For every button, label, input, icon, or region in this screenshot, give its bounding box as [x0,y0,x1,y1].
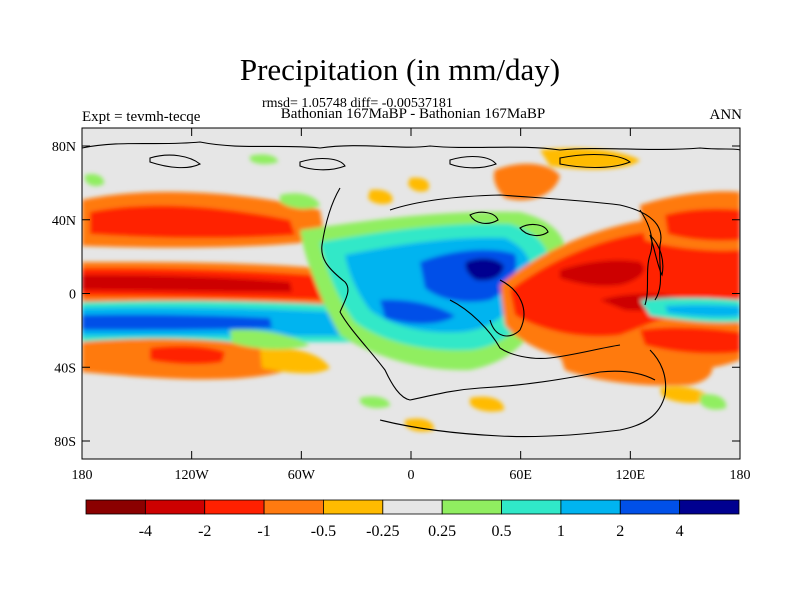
orange-patch-south [405,418,435,432]
green-patch-arctic [250,154,278,165]
y-tick-label: 80N [52,140,76,155]
x-tick-label: 60W [288,468,316,483]
colorbar-label: -1 [257,523,270,540]
plot-title: Precipitation (in mm/day) [239,52,561,87]
colorbar-swatch [263,499,324,515]
experiment-label: Expt = tevmh-tecqe [82,109,201,125]
darkred-band-equator [82,275,292,292]
colorbar-label: -0.25 [366,523,399,540]
tethys-south-coast [449,299,621,359]
deepblue-band-pacific [82,314,272,330]
y-tick-label: 80S [54,435,76,450]
tethys-islands [519,223,549,237]
x-tick-label: 60E [509,468,532,483]
colorbar-swatch [204,499,265,515]
red-northeast [665,208,740,241]
arctic-islands-4 [559,154,632,168]
tethys-islands-2 [469,211,499,224]
orange-patch-south-atlantic [470,396,505,412]
colorbar: -4 -2 -1 -0.5 -0.25 0.25 0.5 1 2 4 [85,499,740,540]
stats-line: rmsd= 1.05748 diff= -0.00537181 [262,96,453,111]
orange-patch-south-east [660,386,712,404]
colorbar-swatch [560,499,621,515]
colorbar-label: 0.5 [492,523,512,540]
x-tick-label: 180 [730,468,751,483]
x-axis-ticks: 180 120W 60W 0 60E 120E 180 [72,128,751,483]
colorbar-label: -0.5 [311,523,336,540]
colorbar-swatch [382,499,443,515]
x-tick-label: 0 [408,468,415,483]
colorbar-label: -4 [139,523,152,540]
colorbar-label: 1 [557,523,565,540]
plot-subtitle: Bathonian 167MaBP - Bathonian 167MaBP [280,106,546,122]
colorbar-swatch [501,499,562,515]
x-tick-label: 120E [616,468,646,483]
antarctic-coast [379,349,667,438]
colorbar-swatch [619,499,681,515]
green-patch-north [280,193,320,209]
y-axis-ticks: 80N 40N 0 40S 80S [52,140,740,450]
orange-patch-europe [408,177,430,192]
red-southeast [640,327,740,354]
y-tick-label: 40S [54,361,76,376]
deepblue-atlantic [465,258,504,281]
colorbar-swatch [85,499,146,515]
green-patch-south-2 [360,396,390,409]
red-patch-south-pacific [150,345,225,365]
arctic-islands-3 [449,155,497,169]
x-tick-label: 180 [72,468,93,483]
arctic-islands-2 [299,157,346,171]
india-coast [489,279,525,337]
orange-southeast [560,346,713,386]
blue-band-east [665,304,740,317]
x-tick-label: 120W [175,468,210,483]
green-patch-east [700,394,727,410]
green-patch-south [230,329,310,350]
blue-south-atlantic [380,299,455,324]
east-asia-coast [639,209,653,306]
red-band-north-pacific [90,205,295,238]
laurasia-west-coast [321,187,349,313]
season-label: ANN [709,107,743,123]
darkred-east [560,260,644,286]
arctic-islands [149,154,202,169]
y-tick-label: 40N [52,214,76,229]
colorbar-label: 2 [616,523,624,540]
colorbar-swatch [441,499,502,515]
y-tick-label: 0 [69,288,76,303]
green-patch-westcoast [85,174,105,187]
precipitation-field [82,128,740,459]
pangaea-north-coast [82,141,740,151]
orange-patch-south-pacific [260,347,330,374]
gondwana-coast [339,311,656,401]
pacific-island-arc [649,234,664,277]
colorbar-label: 0.25 [428,523,456,540]
orange-patch-arctic [540,148,640,170]
orange-north-asia [493,163,560,201]
coastlines [82,141,740,438]
colorbar-swatch [679,499,740,515]
colorbar-swatch [323,499,384,515]
colorbar-swatch [144,499,206,515]
colorbar-label: -2 [198,523,211,540]
colorbar-label: 4 [676,523,684,540]
tethys-north-coast [389,194,662,301]
orange-patch-central [368,189,393,205]
